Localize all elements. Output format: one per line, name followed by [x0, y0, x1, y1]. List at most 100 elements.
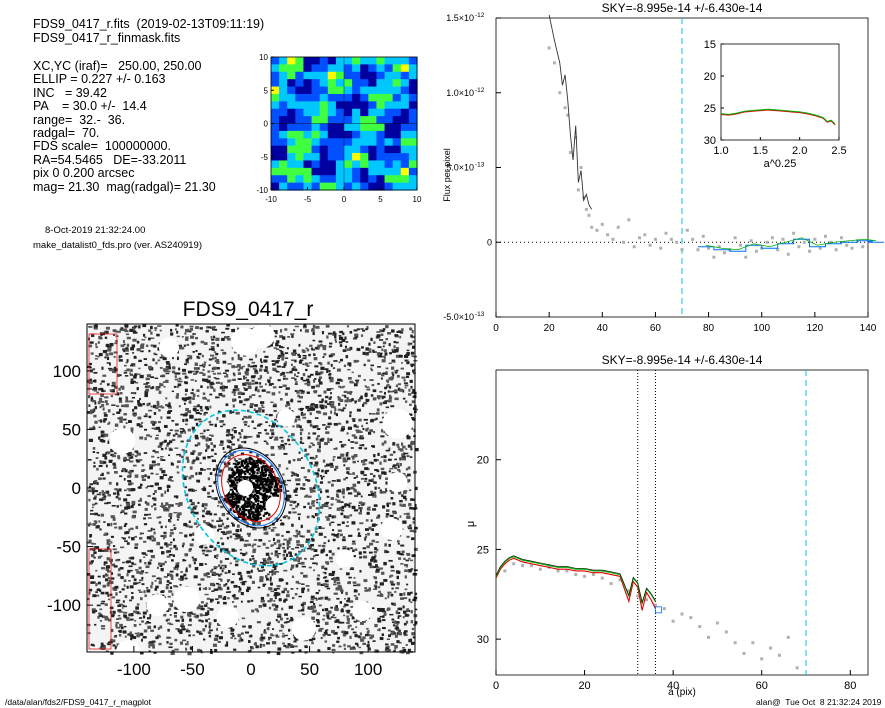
noise-speck	[153, 503, 157, 506]
noise-speck	[311, 457, 316, 460]
noise-speck	[92, 399, 96, 403]
contour-cell	[408, 145, 418, 154]
param-center: XC,YC (iraf)= 250.00, 250.00	[33, 59, 202, 73]
noise-speck	[124, 635, 127, 638]
noise-speck	[316, 499, 319, 501]
noise-speck	[143, 540, 147, 543]
noise-speck	[90, 575, 95, 578]
noise-speck	[294, 645, 298, 648]
core-speck	[240, 494, 243, 497]
noise-speck	[197, 367, 200, 370]
noise-speck	[296, 543, 301, 546]
noise-speck	[100, 434, 105, 438]
noise-speck	[384, 391, 386, 395]
noise-speck	[112, 639, 116, 643]
noise-speck	[98, 477, 102, 481]
noise-speck	[95, 582, 98, 587]
noise-speck	[341, 608, 344, 611]
contour-cell	[400, 101, 410, 110]
noise-speck	[166, 416, 171, 419]
noise-speck	[258, 604, 262, 608]
contour-cell	[360, 160, 369, 169]
noise-speck	[391, 366, 395, 370]
noise-speck	[231, 523, 235, 527]
noise-speck	[290, 588, 294, 590]
noise-speck	[113, 355, 116, 358]
noise-speck	[202, 366, 206, 368]
core-speck	[242, 498, 245, 501]
noise-speck	[300, 487, 303, 489]
noise-speck	[228, 530, 232, 534]
noise-speck	[410, 351, 415, 355]
contour-cell	[408, 79, 418, 88]
noise-speck	[405, 467, 408, 471]
noise-speck	[336, 576, 340, 580]
noise-speck	[206, 572, 210, 575]
noise-speck	[292, 459, 296, 462]
contour-cell	[376, 57, 386, 65]
noise-speck	[311, 385, 315, 389]
noise-speck	[108, 421, 111, 425]
noise-speck	[114, 393, 118, 396]
noise-speck	[229, 412, 232, 414]
noise-speck	[182, 372, 187, 375]
noise-speck	[133, 636, 137, 640]
noise-speck	[247, 382, 252, 386]
noise-speck	[108, 579, 111, 582]
contour-cell	[319, 175, 329, 184]
noise-speck	[390, 376, 394, 379]
contour-cell	[319, 182, 329, 191]
contour-cell	[408, 116, 418, 125]
noise-speck	[203, 361, 207, 364]
noise-speck	[395, 610, 399, 614]
noise-speck	[227, 462, 231, 466]
noise-speck	[178, 346, 183, 350]
noise-speck	[130, 427, 134, 431]
noise-speck	[106, 471, 110, 475]
noise-speck	[295, 505, 299, 508]
noise-speck	[409, 403, 412, 406]
noise-speck	[151, 575, 156, 578]
noise-speck	[343, 614, 346, 617]
noise-speck	[152, 537, 156, 541]
core-speck	[252, 506, 255, 509]
noise-speck	[239, 637, 243, 640]
noise-speck	[170, 480, 174, 482]
noise-speck	[246, 532, 251, 536]
noise-speck	[282, 473, 285, 476]
core-speck	[244, 470, 247, 473]
noise-speck	[295, 546, 300, 549]
noise-speck	[312, 331, 315, 336]
noise-speck	[205, 522, 210, 525]
noise-speck	[397, 615, 402, 617]
contour-cell	[303, 167, 313, 176]
core-speck	[238, 475, 241, 478]
contour-cell	[344, 71, 353, 80]
contour-cell	[392, 145, 402, 154]
noise-speck	[120, 626, 124, 630]
noise-speck	[123, 478, 126, 481]
noise-speck	[397, 383, 402, 386]
core-speck	[259, 474, 263, 477]
noise-speck	[222, 394, 226, 398]
noise-speck	[397, 542, 400, 545]
noise-speck	[259, 382, 262, 385]
noise-speck	[347, 473, 352, 475]
noise-speck	[286, 543, 290, 547]
noise-speck	[322, 618, 325, 621]
noise-speck	[204, 546, 208, 549]
noise-speck	[171, 438, 176, 442]
noise-speck	[320, 637, 323, 639]
noise-speck	[154, 353, 158, 356]
noise-speck	[148, 402, 151, 406]
noise-speck	[138, 359, 142, 363]
noise-speck	[170, 642, 173, 646]
contour-cell	[303, 79, 313, 88]
noise-speck	[204, 593, 209, 596]
core-speck	[254, 509, 258, 512]
noise-speck	[271, 363, 276, 366]
noise-speck	[150, 629, 154, 632]
noise-speck	[174, 378, 179, 381]
noise-speck	[160, 502, 164, 506]
noise-speck	[347, 645, 351, 648]
